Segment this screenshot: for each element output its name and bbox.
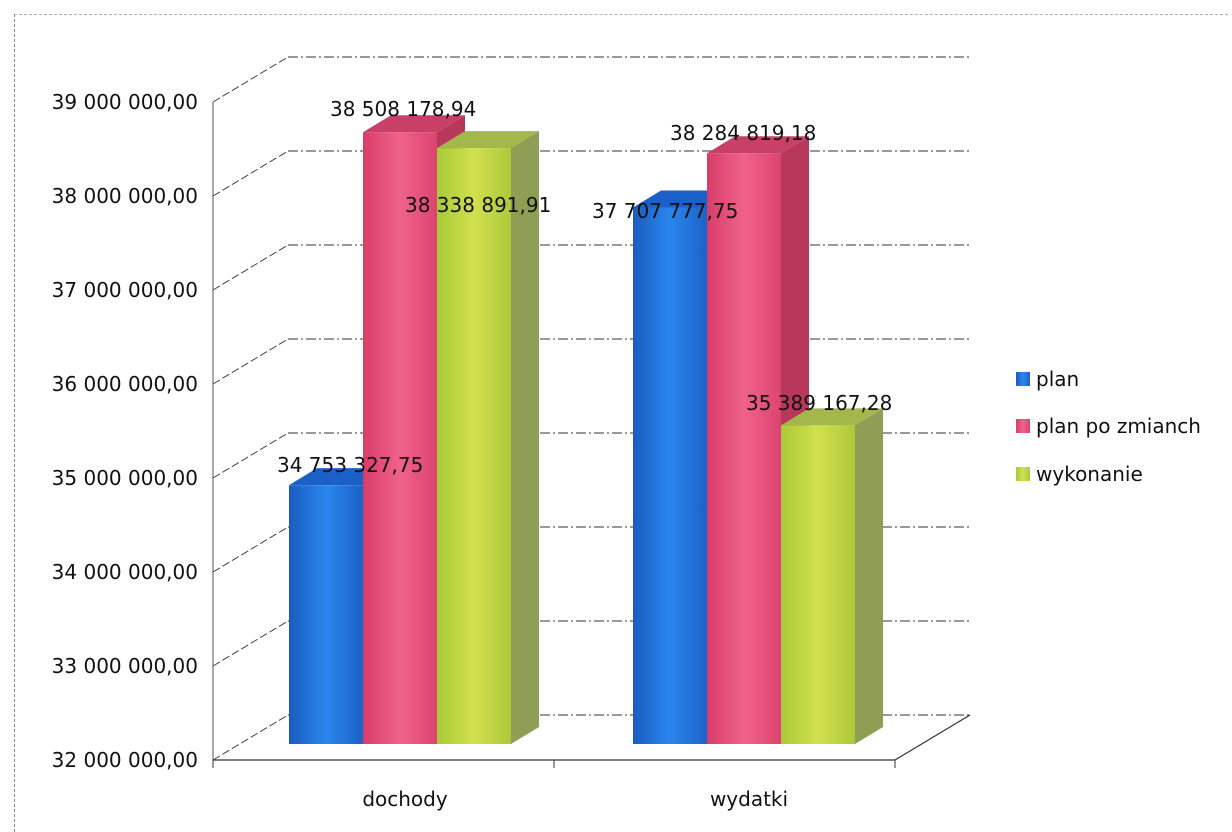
y-tick-label: 36 000 000,00 <box>52 372 198 396</box>
data-label: 35 389 167,28 <box>746 391 892 415</box>
bar-front[interactable] <box>633 207 707 745</box>
legend-item-plan: plan <box>1016 367 1079 391</box>
side-gridline <box>212 150 289 197</box>
y-tick-label: 35 000 000,00 <box>52 466 198 490</box>
bar-front[interactable] <box>289 485 363 744</box>
bar-top <box>781 408 883 426</box>
bar-top <box>707 136 809 154</box>
bar-front[interactable] <box>781 425 855 744</box>
y-tick-label: 32 000 000,00 <box>52 748 198 772</box>
data-label: 38 284 819,18 <box>670 121 816 145</box>
legend-label: plan po zmianch <box>1036 414 1201 438</box>
chart-frame <box>14 14 1228 832</box>
legend-swatch <box>1016 372 1030 386</box>
x-category-label: wydatki <box>710 787 788 811</box>
y-tick-label: 33 000 000,00 <box>52 654 198 678</box>
data-label: 34 753 327,75 <box>277 453 423 477</box>
legend-swatch <box>1016 467 1030 481</box>
data-label: 37 707 777,75 <box>592 199 738 223</box>
bar-top <box>363 115 465 133</box>
side-gridline <box>212 56 289 103</box>
bar-side <box>511 131 539 744</box>
side-gridline <box>212 714 289 761</box>
legend-swatch <box>1016 419 1030 433</box>
side-gridline <box>212 620 289 667</box>
legend-item-plan-po-zmianch: plan po zmianch <box>1016 414 1201 438</box>
data-label: 38 508 178,94 <box>330 97 476 121</box>
side-gridline <box>212 244 289 291</box>
bar-side <box>855 408 883 744</box>
bar-front[interactable] <box>363 132 437 744</box>
y-tick-label: 34 000 000,00 <box>52 560 198 584</box>
bar-front[interactable] <box>437 148 511 744</box>
legend-label: wykonanie <box>1036 462 1143 486</box>
y-tick-label: 37 000 000,00 <box>52 278 198 302</box>
data-label: 38 338 891,91 <box>405 193 551 217</box>
floor-edge <box>894 714 971 761</box>
bar-top <box>437 131 539 149</box>
bar-wykonanie-wydatki[interactable] <box>781 408 883 744</box>
bar-front[interactable] <box>707 153 781 744</box>
y-tick-label: 38 000 000,00 <box>52 184 198 208</box>
x-category-label: dochody <box>362 787 448 811</box>
bar-wykonanie-dochody[interactable] <box>437 131 539 744</box>
y-tick-label: 39 000 000,00 <box>52 90 198 114</box>
legend-item-wykonanie: wykonanie <box>1016 462 1143 486</box>
legend-label: plan <box>1036 367 1079 391</box>
side-gridline <box>212 338 289 385</box>
side-gridline <box>212 526 289 573</box>
side-gridline <box>212 432 289 479</box>
